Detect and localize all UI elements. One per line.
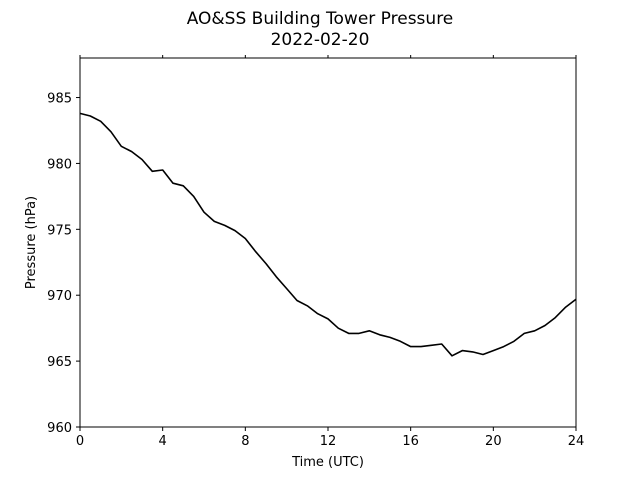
y-tick-label: 985: [47, 92, 72, 107]
x-tick-label: 12: [320, 434, 337, 449]
y-axis: 960 965 970 975 980 985: [47, 92, 80, 436]
x-tick-label: 16: [402, 434, 419, 449]
x-tick-label: 8: [241, 434, 249, 449]
y-tick-label: 970: [47, 289, 72, 304]
x-tick-label: 20: [485, 434, 502, 449]
y-tick-label: 975: [47, 223, 72, 238]
x-tick-label: 24: [568, 434, 585, 449]
x-axis-label: Time (UTC): [291, 455, 364, 470]
y-tick-label: 980: [47, 157, 72, 172]
x-axis: 0 4 8 12 16 20 24: [76, 55, 584, 449]
y-axis-label: Pressure (hPa): [24, 196, 39, 289]
y-tick-label: 960: [47, 421, 72, 436]
chart-title: AO&SS Building Tower Pressure: [187, 9, 454, 29]
x-tick-label: 4: [159, 434, 167, 449]
y-tick-label: 965: [47, 355, 72, 370]
chart-subtitle: 2022-02-20: [271, 30, 370, 50]
plot-frame: [79, 57, 577, 428]
pressure-series-line: [79, 112, 577, 357]
x-tick-label: 0: [76, 434, 84, 449]
